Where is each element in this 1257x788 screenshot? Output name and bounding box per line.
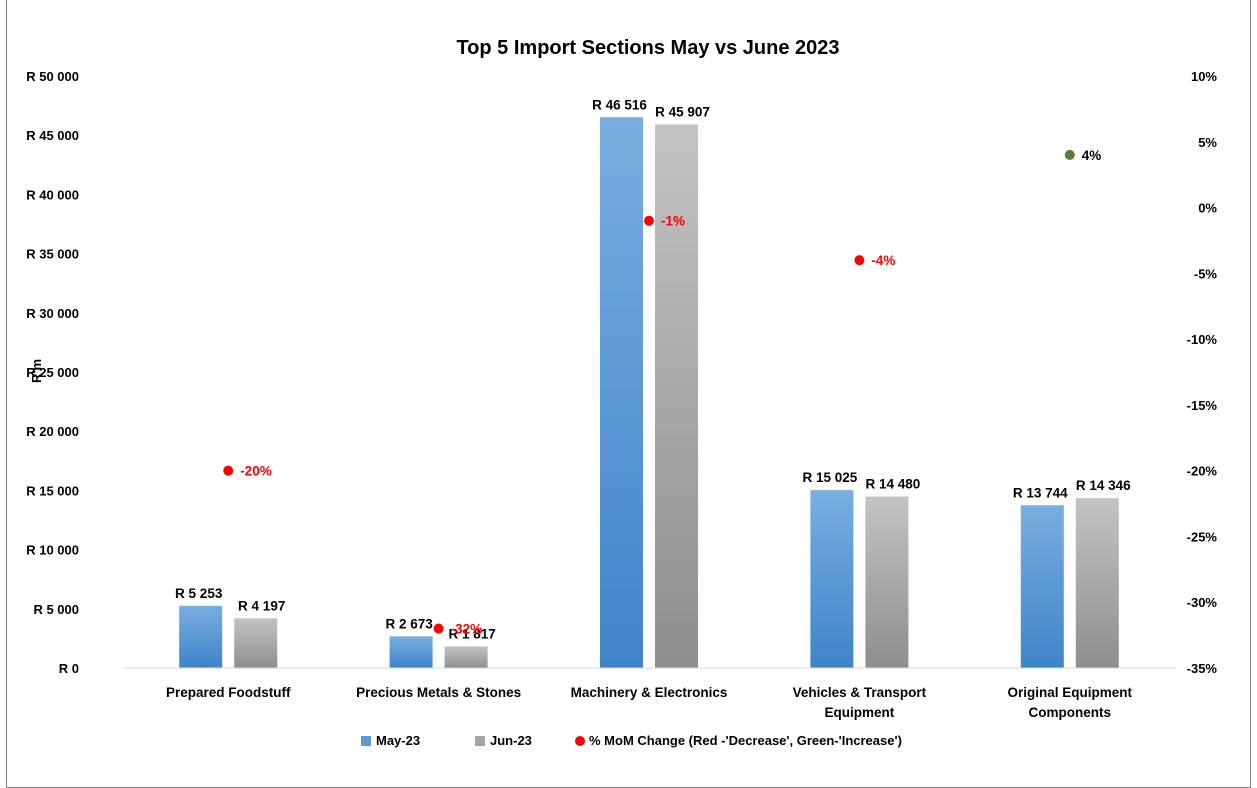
y-tick-label: R 20 000: [26, 424, 79, 439]
y-tick-label: R 35 000: [26, 247, 79, 262]
legend: May-23 Jun-23 % MoM Change (Red -'Decrease…: [361, 733, 902, 748]
mom-change-point: [1064, 149, 1075, 160]
y-tick-label: R 5 000: [33, 602, 79, 617]
y2-tick-label: -30%: [1187, 595, 1218, 610]
bar-jun-23: [655, 124, 698, 668]
y2-tick-label: -35%: [1187, 661, 1218, 676]
bar-may-23: [179, 605, 223, 668]
y-tick-label: R 15 000: [26, 483, 79, 498]
bar-jun-23: [444, 646, 488, 668]
bar-data-label: R 2 673: [385, 616, 433, 631]
y-tick-label: R 30 000: [26, 306, 79, 321]
mom-change-label: 4%: [1082, 148, 1102, 163]
bar-data-label: R 46 516: [592, 97, 647, 112]
bar-may-23: [810, 490, 854, 668]
y-tick-label: R 10 000: [26, 543, 79, 558]
y-tick-label: R 45 000: [26, 128, 79, 143]
bar-jun-23: [1075, 498, 1119, 668]
y-tick-label: R 50 000: [26, 69, 79, 84]
mom-change-point: [644, 215, 654, 226]
y2-tick-label: -5%: [1194, 266, 1218, 281]
bar-may-23: [389, 636, 433, 668]
y2-tick-label: 5%: [1198, 135, 1217, 150]
bar-jun-23: [865, 496, 909, 668]
mom-change-point: [433, 623, 444, 634]
chart-title: Top 5 Import Sections May vs June 2023: [456, 37, 839, 59]
y-axis-title: R'm: [29, 359, 44, 383]
bar-data-label: R 1 817: [448, 626, 495, 641]
y2-tick-label: -10%: [1187, 332, 1218, 347]
category-label: Equipment: [825, 705, 895, 720]
legend-label-may: May-23: [376, 733, 420, 748]
legend-swatch-mom: [575, 736, 585, 746]
legend-label-mom: % MoM Change (Red -'Decrease', Green-'In…: [589, 733, 902, 748]
bar-data-label: R 14 480: [866, 477, 921, 492]
category-label: Components: [1029, 705, 1112, 720]
bar-may-23: [1020, 505, 1064, 668]
y2-tick-label: -15%: [1187, 398, 1218, 413]
bar-data-label: R 14 346: [1076, 478, 1131, 493]
bar-data-label: R 5 253: [175, 586, 223, 601]
plot-area: R 0 R 5 000 R 10 000 R 15 000 R 20 000 R 25 0…: [26, 69, 1217, 720]
y2-tick-label: 10%: [1191, 69, 1217, 84]
legend-swatch-may: [361, 736, 371, 746]
y2-tick-label: -25%: [1187, 529, 1218, 544]
bar-jun-23: [234, 618, 278, 668]
y-tick-label: R 25 000: [26, 365, 79, 380]
y2-tick-label: -20%: [1187, 464, 1218, 479]
y2-tick-label: 0%: [1198, 201, 1217, 216]
category-label: Original Equipment: [1008, 685, 1133, 700]
bar-data-label: R 45 907: [655, 104, 710, 119]
category-label: Machinery & Electronics: [571, 685, 728, 700]
y-tick-label: R 0: [59, 661, 79, 676]
mom-change-label: -4%: [871, 253, 895, 268]
category-label: Precious Metals & Stones: [356, 685, 521, 700]
mom-change-point: [223, 465, 234, 476]
mom-change-point: [854, 255, 865, 266]
mom-change-label: -20%: [240, 464, 272, 479]
y-tick-label: R 40 000: [26, 187, 79, 202]
bar-data-label: R 13 744: [1013, 485, 1068, 500]
legend-swatch-jun: [475, 736, 485, 746]
bar-data-label: R 4 197: [238, 598, 285, 613]
category-label: Vehicles & Transport: [793, 685, 927, 700]
category-label: Prepared Foodstuff: [166, 685, 291, 700]
mom-change-label: -1%: [661, 214, 685, 229]
mom-change-label: -32%: [451, 622, 483, 637]
bar-data-label: R 15 025: [803, 470, 858, 485]
bar-may-23: [600, 117, 643, 669]
legend-label-jun: Jun-23: [490, 733, 532, 748]
